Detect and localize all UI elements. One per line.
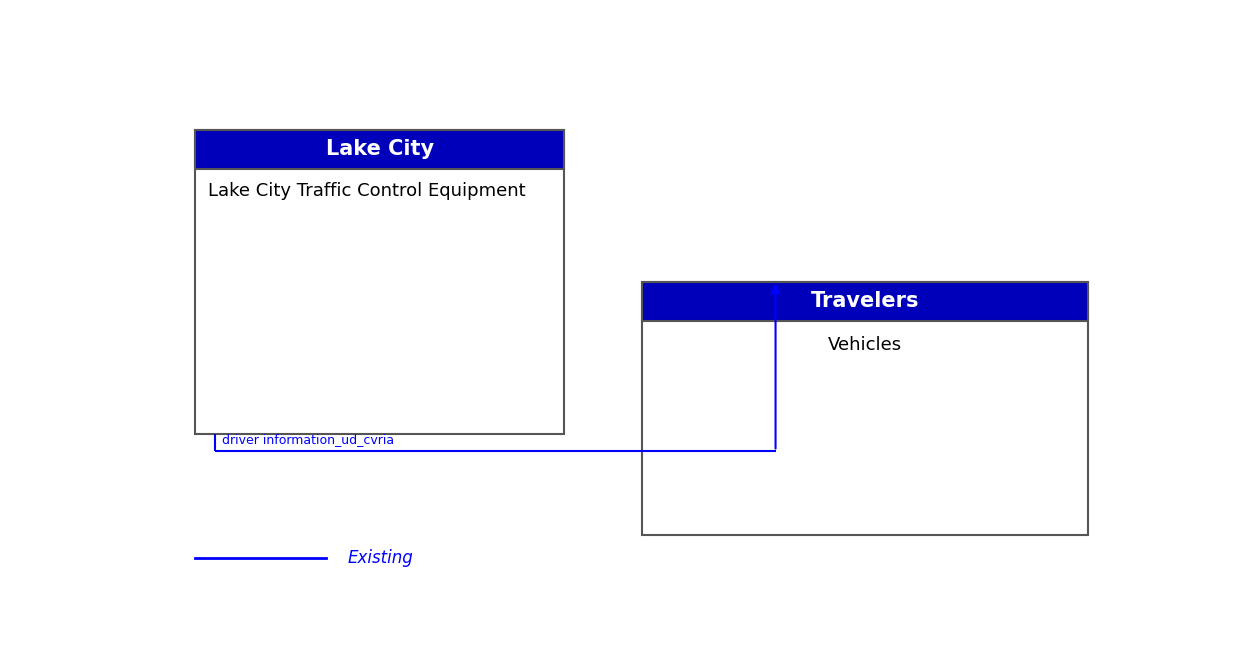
Text: Lake City Traffic Control Equipment: Lake City Traffic Control Equipment: [208, 182, 526, 200]
Text: Existing: Existing: [348, 549, 413, 567]
Text: Vehicles: Vehicles: [828, 336, 901, 354]
Bar: [195, 130, 563, 169]
Text: Travelers: Travelers: [810, 291, 919, 311]
Bar: [195, 130, 563, 434]
Text: Lake City: Lake City: [326, 139, 433, 159]
Text: driver information_ud_cvria: driver information_ud_cvria: [223, 433, 394, 446]
Bar: [641, 282, 1088, 321]
Bar: [641, 282, 1088, 535]
